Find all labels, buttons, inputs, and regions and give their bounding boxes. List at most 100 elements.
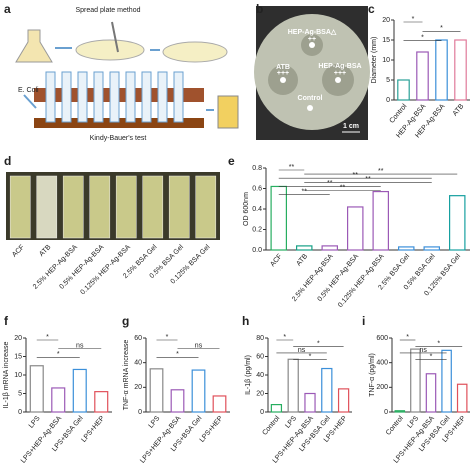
y-axis-label: OD 600nm (243, 192, 250, 226)
cuvette (217, 95, 239, 129)
y-tick-label: 400 (376, 360, 388, 367)
bar (287, 358, 299, 413)
sig-label: * (283, 334, 286, 341)
scale-label: 1 cm (343, 123, 359, 130)
bar (149, 368, 164, 413)
sig-label: * (406, 334, 409, 341)
y-tick-label: 10 (382, 57, 390, 64)
bar (416, 51, 429, 101)
y-tick-label: 600 (376, 335, 388, 342)
sig-label: * (437, 340, 440, 347)
method-label: Spread plate method (76, 7, 141, 14)
bar (423, 246, 441, 251)
x-tick-label: LPS (28, 415, 42, 430)
y-tick-label: 20 (14, 335, 22, 342)
y-tick-label: 5 (386, 77, 390, 84)
x-tick-label: ACF (269, 253, 283, 268)
arrow (55, 47, 160, 51)
panel-label: c (368, 2, 375, 16)
panel-label: f (4, 314, 9, 328)
y-tick-label: 20 (134, 384, 142, 391)
panel-b-photo (254, 6, 370, 140)
petri-dish (254, 14, 370, 130)
bar (212, 395, 227, 413)
panel-label: d (4, 154, 11, 168)
bar (72, 368, 87, 413)
y-tick-label: 0.0 (252, 247, 262, 254)
bar (191, 369, 206, 413)
tube (36, 175, 58, 239)
dish-label: ATB (276, 64, 290, 71)
y-tick-label: 0 (384, 409, 388, 416)
tube (9, 175, 31, 239)
y-tick-label: 0.6 (252, 185, 262, 192)
y-tick-label: 0.2 (252, 226, 262, 233)
tube (115, 175, 137, 239)
bar (398, 246, 415, 251)
bar (270, 404, 283, 413)
panel-label: i (362, 314, 365, 328)
arrow (23, 94, 214, 111)
sig-label: * (317, 340, 320, 347)
sig-label: * (176, 351, 179, 358)
bar (337, 388, 350, 413)
y-tick-label: 0 (138, 409, 142, 416)
bar (321, 245, 339, 251)
y-tick-label: 60 (256, 353, 264, 360)
tube-rack (34, 118, 204, 128)
sig-label: ** (378, 168, 384, 175)
bar (51, 387, 66, 413)
y-tick-label: 20 (382, 17, 390, 24)
bar (94, 391, 109, 413)
x-tick-label: LPS (284, 415, 298, 430)
sig-label: ** (302, 188, 308, 195)
y-tick-label: 40 (134, 360, 142, 367)
y-tick-label: 0 (260, 409, 264, 416)
y-axis-label: IL-1β (pg/ml) (245, 355, 252, 395)
sig-label: ** (365, 176, 371, 183)
y-tick-label: 60 (134, 335, 142, 342)
y-tick-label: 15 (14, 353, 22, 360)
x-tick-label: LPS (406, 415, 420, 430)
tube (195, 175, 217, 239)
spreader (111, 21, 119, 53)
bar (449, 195, 466, 251)
bar (372, 190, 390, 251)
y-tick-label: 0 (386, 97, 390, 104)
sig-label: * (440, 25, 443, 32)
panel-label: g (122, 314, 129, 328)
bacteria-label: E. Coli (18, 87, 39, 94)
panel-label: a (4, 2, 11, 16)
x-tick-label: 0.125% HEP-Ag-BSA (337, 253, 386, 309)
sig-label: ns (419, 347, 427, 354)
dish-label: HEP-Ag-BSA△ (288, 29, 337, 36)
y-tick-label: 80 (256, 335, 264, 342)
y-tick-label: 200 (376, 384, 388, 391)
bar (435, 39, 448, 101)
sig-label: ** (340, 184, 346, 191)
dish-label: Control (298, 95, 323, 102)
bar (394, 410, 406, 413)
disc (309, 42, 315, 48)
sig-label: ** (289, 164, 295, 171)
dish (75, 39, 145, 61)
test-label: Kindy-Bauer's test (90, 135, 147, 142)
disc (280, 77, 286, 83)
bar (397, 79, 410, 101)
dish-label: +++ (334, 70, 346, 77)
y-axis-label: TNF-α (pg/ml) (369, 353, 376, 397)
y-tick-label: 0.4 (252, 206, 262, 213)
y-tick-label: 0 (18, 409, 22, 416)
disc (335, 77, 341, 83)
x-tick-label: LPS+HEP-Ag-BSA (20, 415, 63, 465)
dish (162, 41, 228, 63)
y-axis-label: TNF-α mRNA increase (123, 340, 130, 411)
x-tick-label: Control (261, 415, 281, 437)
disc (307, 105, 313, 111)
sig-label: * (46, 334, 49, 341)
dish-label: ++ (308, 36, 316, 43)
sig-label: * (412, 16, 415, 23)
y-tick-label: 20 (256, 390, 264, 397)
bar (454, 39, 467, 101)
